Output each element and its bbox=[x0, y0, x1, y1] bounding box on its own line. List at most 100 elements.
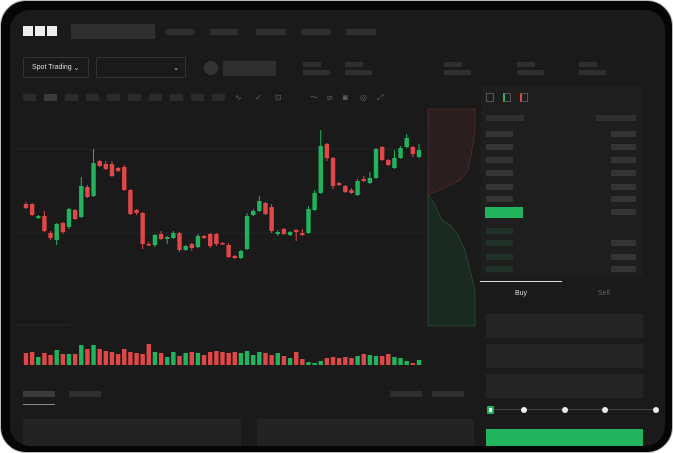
nav-item[interactable] bbox=[210, 29, 238, 35]
candle bbox=[269, 207, 274, 231]
volume-bar bbox=[269, 355, 274, 365]
timeframe-button bbox=[170, 94, 183, 101]
volume-bar bbox=[238, 353, 244, 365]
size-value bbox=[611, 254, 636, 260]
volume-bar bbox=[367, 355, 373, 365]
fullscreen-icon[interactable]: ⤢ bbox=[377, 93, 384, 102]
nav-item[interactable] bbox=[346, 29, 376, 35]
depth-bids bbox=[427, 194, 476, 327]
amount-input[interactable] bbox=[486, 344, 643, 368]
trading-screen: Spot Trading ⌄ ⌄ ∿ ✓ ⊡ 〜 ⧄ ◙ ◎ ⤢ Buy Sel… bbox=[10, 10, 665, 446]
volume-bar bbox=[158, 353, 164, 365]
candle bbox=[171, 233, 176, 238]
amount-slider[interactable] bbox=[491, 409, 656, 410]
volume-bar bbox=[300, 359, 305, 365]
volume-bar bbox=[23, 353, 29, 365]
volume-bar bbox=[398, 358, 403, 365]
indicator-icon[interactable]: ∿ bbox=[235, 93, 242, 102]
tab-sell[interactable]: Sell bbox=[598, 290, 610, 297]
candle bbox=[183, 246, 188, 250]
bid-price bbox=[486, 266, 513, 272]
tab-open-orders[interactable] bbox=[23, 391, 55, 397]
buy-button[interactable] bbox=[486, 429, 643, 446]
orderbook-asks-icon[interactable] bbox=[520, 93, 528, 102]
candle bbox=[91, 163, 96, 196]
volume-bar bbox=[404, 361, 409, 365]
candle bbox=[398, 148, 403, 158]
timeframe-button bbox=[149, 94, 162, 101]
candlestick-chart[interactable] bbox=[10, 10, 665, 446]
candle-type-icon[interactable]: ✓ bbox=[255, 93, 262, 102]
candle bbox=[66, 209, 72, 227]
slider-stop-75[interactable] bbox=[602, 407, 608, 413]
size-value bbox=[611, 144, 636, 150]
buy-tab-underline bbox=[480, 281, 562, 282]
volume-bar bbox=[416, 360, 422, 365]
filter-button[interactable] bbox=[390, 391, 422, 397]
candle bbox=[244, 216, 250, 249]
nav-item[interactable] bbox=[166, 29, 194, 35]
orderbook-both-icon[interactable] bbox=[486, 93, 494, 102]
nav-item[interactable] bbox=[256, 29, 286, 35]
candle bbox=[195, 236, 201, 247]
total-input[interactable] bbox=[486, 374, 643, 398]
settings-icon[interactable]: ◎ bbox=[360, 93, 367, 102]
volume-bar bbox=[109, 352, 115, 365]
candle bbox=[36, 216, 41, 218]
depth-asks bbox=[427, 108, 476, 196]
stat-value bbox=[579, 70, 606, 75]
tab-history[interactable] bbox=[69, 391, 101, 397]
volume-bar bbox=[275, 353, 280, 365]
candle bbox=[103, 164, 109, 169]
spot-trading-selector[interactable]: Spot Trading ⌄ bbox=[23, 57, 89, 78]
candle bbox=[306, 209, 311, 233]
slider-handle[interactable] bbox=[487, 406, 494, 414]
camera-icon[interactable]: ◙ bbox=[343, 93, 348, 102]
volume-bar bbox=[232, 352, 237, 365]
volume-bar bbox=[48, 355, 53, 365]
slider-stop-100[interactable] bbox=[653, 407, 659, 413]
candle bbox=[251, 211, 256, 215]
candle bbox=[48, 233, 53, 238]
volume-bar bbox=[115, 354, 121, 365]
volume-bar bbox=[72, 354, 78, 365]
candle bbox=[386, 160, 391, 165]
timeframe-icon[interactable]: ⊡ bbox=[275, 93, 282, 102]
candle bbox=[336, 183, 342, 185]
price-input[interactable] bbox=[486, 314, 643, 338]
slider-stop-25[interactable] bbox=[521, 407, 527, 413]
tab-buy[interactable]: Buy bbox=[515, 290, 528, 297]
candle bbox=[72, 210, 78, 219]
volume-bar bbox=[318, 361, 323, 365]
volume-bar bbox=[146, 344, 152, 365]
slider-stop-50[interactable] bbox=[562, 407, 568, 413]
stat-value bbox=[517, 70, 544, 75]
search-placeholder[interactable] bbox=[71, 24, 155, 39]
candle bbox=[152, 235, 158, 245]
pencil-line-icon[interactable]: 〜 bbox=[310, 93, 318, 102]
volume-bar bbox=[312, 363, 317, 365]
volume-bar bbox=[251, 355, 256, 365]
stat-value bbox=[303, 70, 330, 75]
size-value bbox=[611, 170, 636, 176]
volume-bar bbox=[343, 357, 348, 365]
candle bbox=[109, 164, 115, 176]
candle bbox=[257, 201, 262, 211]
volume-bar bbox=[85, 349, 90, 365]
candle bbox=[287, 232, 293, 235]
volume-bar bbox=[66, 354, 72, 365]
pair-selector[interactable]: ⌄ bbox=[96, 57, 186, 78]
volume-bar bbox=[208, 352, 213, 365]
volume-bar bbox=[226, 353, 231, 365]
timeframe-button bbox=[212, 94, 225, 101]
orderbook-bids-icon[interactable] bbox=[503, 93, 511, 102]
candle bbox=[115, 168, 121, 171]
volume-bar bbox=[336, 358, 342, 365]
stat-label bbox=[345, 62, 363, 67]
candle bbox=[23, 204, 29, 208]
candle bbox=[29, 204, 35, 215]
ruler-icon[interactable]: ⧄ bbox=[327, 93, 333, 102]
ask-price bbox=[486, 157, 513, 163]
more-button[interactable] bbox=[432, 391, 464, 397]
nav-item[interactable] bbox=[301, 29, 331, 35]
